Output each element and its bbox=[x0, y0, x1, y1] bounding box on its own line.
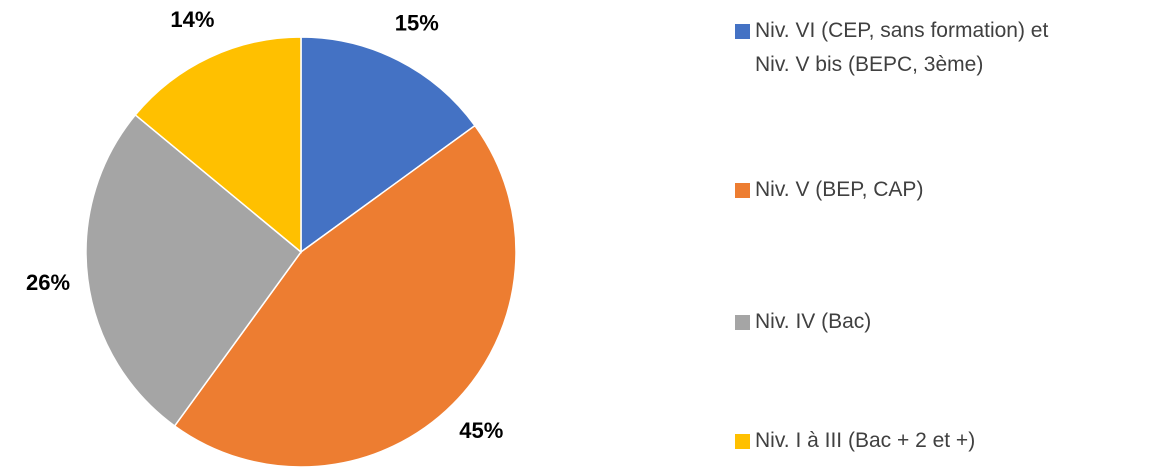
legend-swatch bbox=[735, 315, 750, 330]
legend-label: Niv. V (BEP, CAP) bbox=[755, 178, 924, 201]
data-label: 14% bbox=[170, 7, 214, 32]
legend-entry: Niv. IV (Bac) bbox=[735, 305, 871, 339]
legend-swatch bbox=[735, 24, 750, 39]
data-label: 15% bbox=[395, 11, 439, 36]
legend-entry: Niv. V (BEP, CAP) bbox=[735, 173, 923, 207]
legend-label: Niv. I à III (Bac + 2 et +) bbox=[755, 429, 976, 452]
legend-label: Niv. IV (Bac) bbox=[755, 310, 872, 333]
pie-slice bbox=[85, 113, 303, 427]
legend-label: Niv. VI (CEP, sans formation) et Niv. V … bbox=[755, 19, 1049, 76]
legend-swatch bbox=[735, 183, 750, 198]
pie-slice bbox=[173, 124, 517, 467]
pie-slice bbox=[134, 36, 302, 254]
legend-entry: Niv. I à III (Bac + 2 et +) bbox=[735, 424, 975, 458]
legend-entry: Niv. VI (CEP, sans formation) et Niv. V … bbox=[735, 14, 1048, 82]
data-label: 45% bbox=[459, 418, 503, 443]
legend-swatch bbox=[735, 434, 750, 449]
pie-slice bbox=[300, 36, 476, 254]
data-label: 26% bbox=[26, 270, 70, 295]
